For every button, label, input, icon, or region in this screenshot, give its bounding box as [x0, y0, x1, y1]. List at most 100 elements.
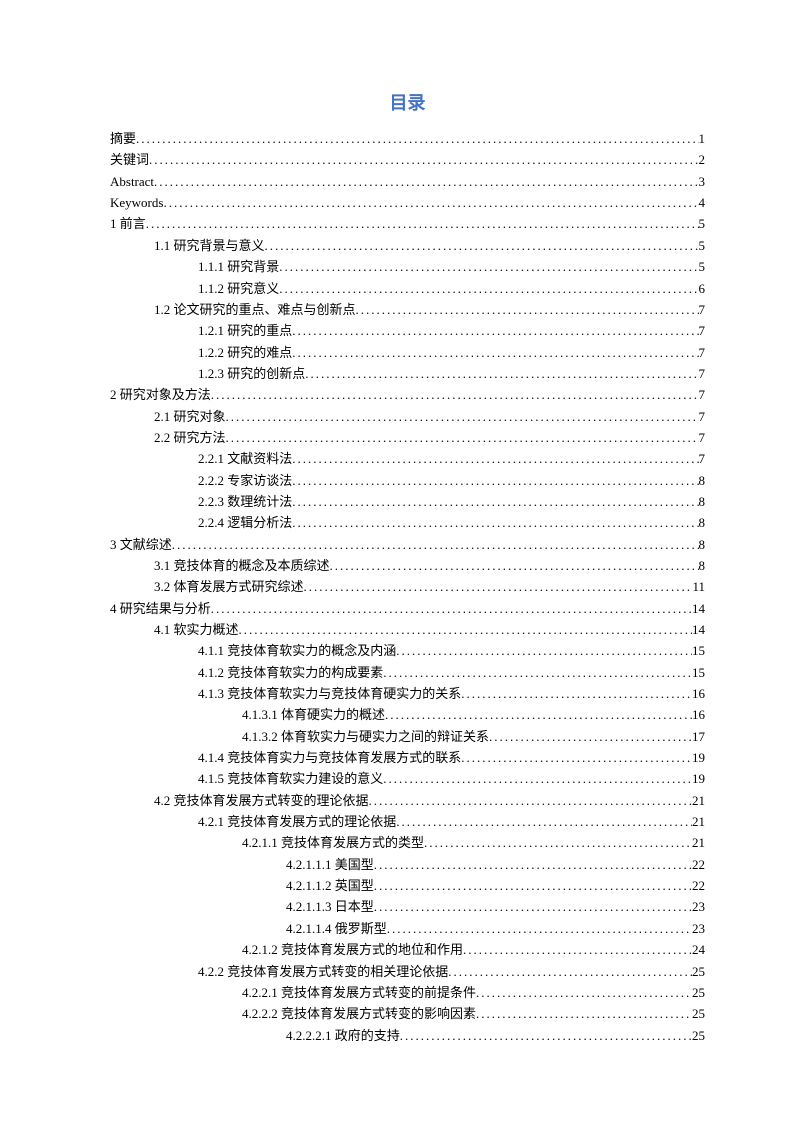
toc-entry: 2 研究对象及方法7: [110, 386, 705, 405]
toc-entry-dots: [154, 173, 698, 192]
toc-entry-label: 2.2.2 专家访谈法: [198, 472, 292, 491]
toc-entry-dots: [226, 408, 699, 427]
toc-entry: 2.2.3 数理统计法 8: [110, 493, 705, 512]
toc-entry-page: 5: [699, 237, 706, 256]
toc-entry-label: 3.1 竞技体育的概念及本质综述: [154, 557, 330, 576]
toc-entry-dots: [396, 813, 692, 832]
toc-entry-dots: [387, 920, 692, 939]
toc-entry-label: 4.2.1.1 竞技体育发展方式的类型: [242, 834, 424, 853]
toc-entry-dots: [149, 151, 698, 170]
toc-entry: 1.2.3 研究的创新点7: [110, 365, 705, 384]
toc-entry-label: 1.2 论文研究的重点、难点与创新点: [154, 301, 356, 320]
toc-entry-label: 1.1.1 研究背景: [198, 258, 279, 277]
toc-entry-page: 4: [699, 194, 706, 213]
toc-entry-page: 3: [699, 173, 706, 192]
toc-entry-dots: [292, 514, 698, 533]
toc-entry-page: 21: [692, 813, 705, 832]
toc-entry-label: 4.1.3.2 体育软实力与硬实力之间的辩证关系: [242, 728, 489, 747]
toc-entry-page: 5: [699, 215, 706, 234]
toc-entry-dots: [279, 280, 698, 299]
toc-entry-dots: [461, 685, 692, 704]
toc-entry-dots: [476, 984, 692, 1003]
toc-entry-page: 2: [699, 151, 706, 170]
toc-entry-page: 8: [699, 514, 706, 533]
toc-entry-label: 4.2.2 竞技体育发展方式转变的相关理论依据: [198, 963, 448, 982]
toc-entry: 3.2 体育发展方式研究综述11: [110, 578, 705, 597]
toc-entry-label: 4.1.2 竞技体育软实力的构成要素: [198, 664, 383, 683]
toc-entry-dots: [305, 365, 698, 384]
toc-entry-page: 16: [692, 685, 705, 704]
toc-entry-dots: [136, 130, 698, 149]
toc-entry-page: 15: [692, 664, 705, 683]
toc-entry-label: 关键词: [110, 151, 149, 170]
toc-entry-label: 2.2.4 逻辑分析法: [198, 514, 292, 533]
toc-entry: 4.1.1 竞技体育软实力的概念及内涵15: [110, 642, 705, 661]
toc-entry-dots: [385, 706, 692, 725]
toc-entry-page: 8: [699, 493, 706, 512]
toc-entry-dots: [396, 642, 692, 661]
toc-entry-dots: [448, 963, 692, 982]
toc-entry: 4.1.3.2 体育软实力与硬实力之间的辩证关系17: [110, 728, 705, 747]
toc-entry-label: 1.2.2 研究的难点: [198, 344, 292, 363]
toc-entry-page: 25: [692, 984, 705, 1003]
toc-entry: 4.2.2.2 竞技体育发展方式转变的影响因素25: [110, 1005, 705, 1024]
toc-entry-label: 2.2 研究方法: [154, 429, 226, 448]
toc-entry-page: 7: [699, 322, 706, 341]
toc-entry-page: 15: [692, 642, 705, 661]
toc-entry: Keywords 4: [110, 194, 705, 213]
toc-entry-label: 4.2.1.1.1 美国型: [286, 856, 374, 875]
toc-entry-label: Keywords: [110, 194, 163, 213]
toc-entry-page: 19: [692, 749, 705, 768]
toc-entry: 1.2 论文研究的重点、难点与创新点7: [110, 301, 705, 320]
toc-entry-label: 3 文献综述: [110, 536, 172, 555]
toc-entry: 4.2.2.2.1 政府的支持25: [110, 1027, 705, 1046]
toc-entry-page: 14: [692, 600, 705, 619]
toc-container: 摘要1关键词2Abstract3Keywords41 前言51.1 研究背景与意…: [110, 130, 705, 1045]
toc-entry-page: 7: [699, 408, 706, 427]
toc-entry: 2.1 研究对象 7: [110, 408, 705, 427]
toc-entry-page: 23: [692, 920, 705, 939]
toc-entry-page: 25: [692, 963, 705, 982]
toc-entry-page: 1: [699, 130, 706, 149]
toc-entry: 4.2 竞技体育发展方式转变的理论依据21: [110, 792, 705, 811]
toc-entry-label: 2.2.1 文献资料法: [198, 450, 292, 469]
toc-entry: 1.1 研究背景与意义5: [110, 237, 705, 256]
toc-entry-label: Abstract: [110, 173, 154, 192]
toc-entry: 3 文献综述8: [110, 536, 705, 555]
toc-entry-label: 4.2.2.2 竞技体育发展方式转变的影响因素: [242, 1005, 476, 1024]
toc-entry: 关键词 2: [110, 151, 705, 170]
toc-entry: 4.1.2 竞技体育软实力的构成要素 15: [110, 664, 705, 683]
toc-entry-page: 25: [692, 1027, 705, 1046]
toc-entry: 3.1 竞技体育的概念及本质综述8: [110, 557, 705, 576]
toc-entry-dots: [489, 728, 692, 747]
toc-entry-dots: [292, 450, 698, 469]
toc-entry: 2.2.2 专家访谈法 8: [110, 472, 705, 491]
toc-entry-dots: [356, 301, 699, 320]
toc-entry-dots: [330, 557, 699, 576]
toc-entry-page: 8: [699, 472, 706, 491]
toc-entry-label: 4.2.2.1 竞技体育发展方式转变的前提条件: [242, 984, 476, 1003]
toc-entry-label: 4.2.1 竞技体育发展方式的理论依据: [198, 813, 396, 832]
toc-entry-page: 7: [699, 365, 706, 384]
toc-entry-dots: [463, 941, 692, 960]
toc-entry: 4.1.3.1 体育硬实力的概述16: [110, 706, 705, 725]
toc-entry-page: 21: [692, 792, 705, 811]
toc-entry-dots: [292, 493, 698, 512]
toc-entry-dots: [424, 834, 692, 853]
toc-entry-dots: [369, 792, 692, 811]
toc-entry-label: 2.1 研究对象: [154, 408, 226, 427]
toc-entry: 4.2.1.1.3 日本型23: [110, 898, 705, 917]
toc-entry-label: 4.2.1.1.4 俄罗斯型: [286, 920, 387, 939]
toc-title: 目录: [110, 90, 705, 116]
toc-entry-page: 14: [692, 621, 705, 640]
toc-entry-dots: [226, 429, 699, 448]
toc-entry-label: 2.2.3 数理统计法: [198, 493, 292, 512]
toc-entry-dots: [146, 215, 699, 234]
toc-entry-page: 22: [692, 877, 705, 896]
toc-entry-dots: [476, 1005, 692, 1024]
toc-entry: 1.1.1 研究背景5: [110, 258, 705, 277]
toc-entry-page: 23: [692, 898, 705, 917]
toc-entry-dots: [292, 322, 698, 341]
toc-entry-dots: [383, 664, 692, 683]
toc-entry: 1.1.2 研究意义6: [110, 280, 705, 299]
